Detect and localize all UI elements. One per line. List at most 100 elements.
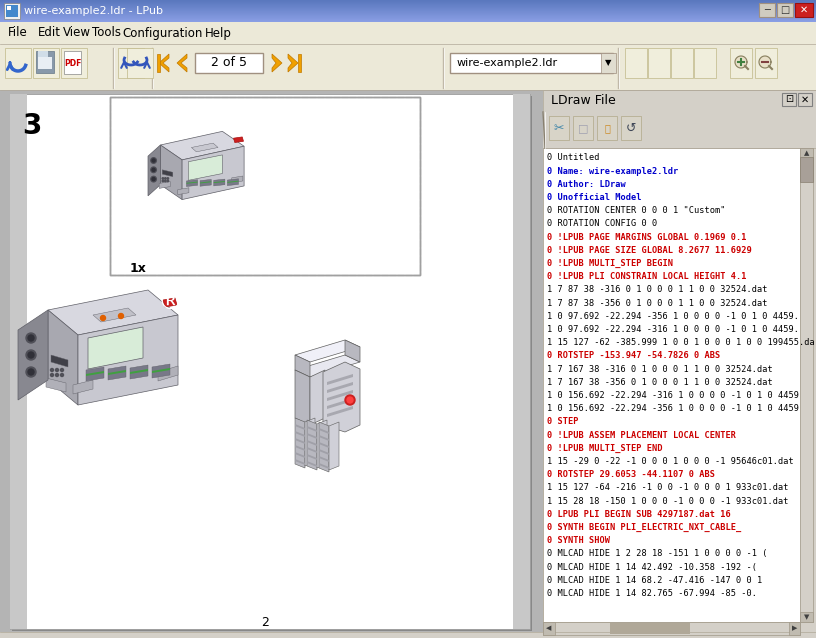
Bar <box>789 622 800 635</box>
Text: 1 7 87 38 -316 0 1 0 0 0 1 1 0 0 32524.dat: 1 7 87 38 -316 0 1 0 0 0 1 1 0 0 32524.d… <box>547 285 768 295</box>
Bar <box>800 148 813 158</box>
Bar <box>543 622 555 635</box>
Bar <box>0 16 816 17</box>
Bar <box>4 3 20 19</box>
Bar <box>38 57 52 69</box>
Polygon shape <box>214 179 225 186</box>
Text: 0 Name: wire-example2.ldr: 0 Name: wire-example2.ldr <box>547 167 678 175</box>
Circle shape <box>26 350 36 360</box>
Text: ▼: ▼ <box>605 59 611 68</box>
Bar <box>0 0 816 1</box>
Circle shape <box>152 159 155 162</box>
Polygon shape <box>232 176 243 183</box>
Bar <box>10 94 530 629</box>
Bar <box>543 90 816 112</box>
Polygon shape <box>305 418 315 466</box>
Bar <box>543 148 800 622</box>
Polygon shape <box>158 366 178 381</box>
Bar <box>0 21 816 22</box>
Polygon shape <box>295 355 310 377</box>
Text: 1 15 -29 0 -22 -1 0 0 0 1 0 0 0 -1 95646c01.dat: 1 15 -29 0 -22 -1 0 0 0 1 0 0 0 -1 95646… <box>547 457 794 466</box>
Bar <box>795 3 813 17</box>
Bar <box>759 3 775 17</box>
Text: 0 !LPUB PAGE MARGINS GLOBAL 0.1969 0.1: 0 !LPUB PAGE MARGINS GLOBAL 0.1969 0.1 <box>547 233 747 242</box>
Bar <box>5 48 31 78</box>
Text: ⊡: ⊡ <box>785 94 793 105</box>
Polygon shape <box>73 380 93 394</box>
Polygon shape <box>233 137 243 142</box>
Text: ✂: ✂ <box>554 121 564 135</box>
Polygon shape <box>214 181 225 183</box>
Polygon shape <box>108 366 126 380</box>
Bar <box>0 18 816 19</box>
Polygon shape <box>48 290 178 335</box>
Polygon shape <box>228 179 238 186</box>
Bar <box>6 5 18 17</box>
Bar <box>573 116 593 140</box>
Polygon shape <box>327 390 353 401</box>
Polygon shape <box>327 374 353 385</box>
Bar <box>543 90 816 638</box>
Circle shape <box>26 333 36 343</box>
Bar <box>0 3 816 4</box>
Bar <box>0 8 816 9</box>
Text: 1 7 87 38 -356 0 1 0 0 0 1 1 0 0 32524.dat: 1 7 87 38 -356 0 1 0 0 0 1 1 0 0 32524.d… <box>547 299 768 308</box>
Circle shape <box>55 369 59 371</box>
Text: 1 0 97.692 -22.294 -356 1 0 0 0 0 -1 0 1 0 4459.: 1 0 97.692 -22.294 -356 1 0 0 0 0 -1 0 1… <box>547 312 799 321</box>
Bar <box>0 1 816 2</box>
Text: 0 !LPUB PAGE SIZE GLOBAL 8.2677 11.6929: 0 !LPUB PAGE SIZE GLOBAL 8.2677 11.6929 <box>547 246 752 255</box>
Polygon shape <box>295 424 305 430</box>
Polygon shape <box>345 340 360 362</box>
Polygon shape <box>329 422 339 470</box>
Text: ▼: ▼ <box>804 614 809 620</box>
Polygon shape <box>319 435 329 441</box>
Circle shape <box>347 397 353 403</box>
Bar <box>0 11 816 12</box>
Circle shape <box>152 168 155 172</box>
Circle shape <box>151 176 157 182</box>
Bar <box>0 14 816 15</box>
Bar <box>0 632 816 638</box>
Bar <box>33 48 59 78</box>
Circle shape <box>165 180 166 182</box>
Circle shape <box>100 316 105 320</box>
Bar <box>0 19 816 20</box>
Text: 0 Author: LDraw: 0 Author: LDraw <box>547 180 626 189</box>
Polygon shape <box>319 428 329 434</box>
Bar <box>0 90 543 638</box>
Circle shape <box>118 313 123 318</box>
Polygon shape <box>86 371 104 376</box>
Bar <box>694 48 716 78</box>
Polygon shape <box>307 440 317 446</box>
Polygon shape <box>93 308 136 322</box>
Text: 0 !LPUB MULTI_STEP END: 0 !LPUB MULTI_STEP END <box>547 444 663 453</box>
Text: 1 15 127 -64 -216 -1 0 0 -1 0 0 0 1 933c01.dat: 1 15 127 -64 -216 -1 0 0 -1 0 0 0 1 933c… <box>547 484 788 493</box>
Polygon shape <box>295 370 310 425</box>
Text: 3: 3 <box>22 112 42 140</box>
Circle shape <box>167 178 169 179</box>
Text: 0 !LPUB MULTI_STEP BEGIN: 0 !LPUB MULTI_STEP BEGIN <box>547 259 673 268</box>
Circle shape <box>167 180 169 182</box>
Bar <box>0 2 816 3</box>
Polygon shape <box>182 146 244 200</box>
Polygon shape <box>317 420 327 468</box>
Text: 1 7 167 38 -316 0 1 0 0 0 1 1 0 0 32524.dat: 1 7 167 38 -316 0 1 0 0 0 1 1 0 0 32524.… <box>547 365 773 374</box>
Bar <box>782 93 796 106</box>
Polygon shape <box>295 445 305 451</box>
Text: View: View <box>63 27 91 40</box>
Text: 0 !LPUB ASSEM PLACEMENT LOCAL CENTER: 0 !LPUB ASSEM PLACEMENT LOCAL CENTER <box>547 431 736 440</box>
Polygon shape <box>228 181 238 183</box>
Polygon shape <box>295 459 305 465</box>
Circle shape <box>28 335 34 341</box>
Polygon shape <box>319 463 329 469</box>
Bar <box>450 53 613 73</box>
Text: 1 15 28 18 -150 1 0 0 0 -1 0 0 0 -1 933c01.dat: 1 15 28 18 -150 1 0 0 0 -1 0 0 0 -1 933c… <box>547 497 788 506</box>
Polygon shape <box>310 370 325 425</box>
Polygon shape <box>162 170 173 177</box>
Polygon shape <box>272 54 282 72</box>
Bar <box>0 10 816 11</box>
Bar <box>621 116 641 140</box>
Bar <box>0 7 816 8</box>
Text: 1 15 127 -62 -385.999 1 0 0 1 0 0 0 1 0 0 199455.da: 1 15 127 -62 -385.999 1 0 0 1 0 0 0 1 0 … <box>547 338 814 347</box>
Bar <box>38 51 48 57</box>
